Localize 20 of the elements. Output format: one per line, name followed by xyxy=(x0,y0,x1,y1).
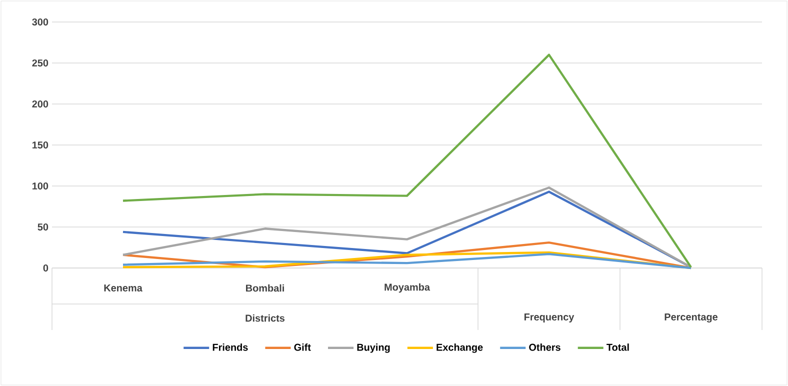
x-tick-label: Bombali xyxy=(246,284,284,292)
y-tick-label: 250 xyxy=(32,59,48,67)
y-tick-label: 100 xyxy=(32,182,48,190)
x-tick-label: Frequency xyxy=(524,314,574,322)
y-tick-label: 0 xyxy=(43,264,48,272)
x-tick-label: Percentage xyxy=(664,314,718,322)
y-tick-label: 150 xyxy=(32,141,48,149)
legend-label: Total xyxy=(606,344,629,351)
legend-label: Friends xyxy=(212,344,248,351)
legend-label: Buying xyxy=(357,344,390,353)
y-tick-label: 200 xyxy=(32,100,48,108)
y-tick-label: 50 xyxy=(38,223,48,231)
legend-label: Gift xyxy=(294,344,311,351)
x-tick-label: Moyamba xyxy=(384,283,430,293)
y-tick-label: 300 xyxy=(32,18,48,26)
text: Districts xyxy=(246,314,285,322)
legend-label: Others xyxy=(529,344,560,351)
legend-label: Exchange xyxy=(436,344,483,353)
x-tick-label: Kenema xyxy=(104,284,142,292)
line-series xyxy=(122,54,692,268)
